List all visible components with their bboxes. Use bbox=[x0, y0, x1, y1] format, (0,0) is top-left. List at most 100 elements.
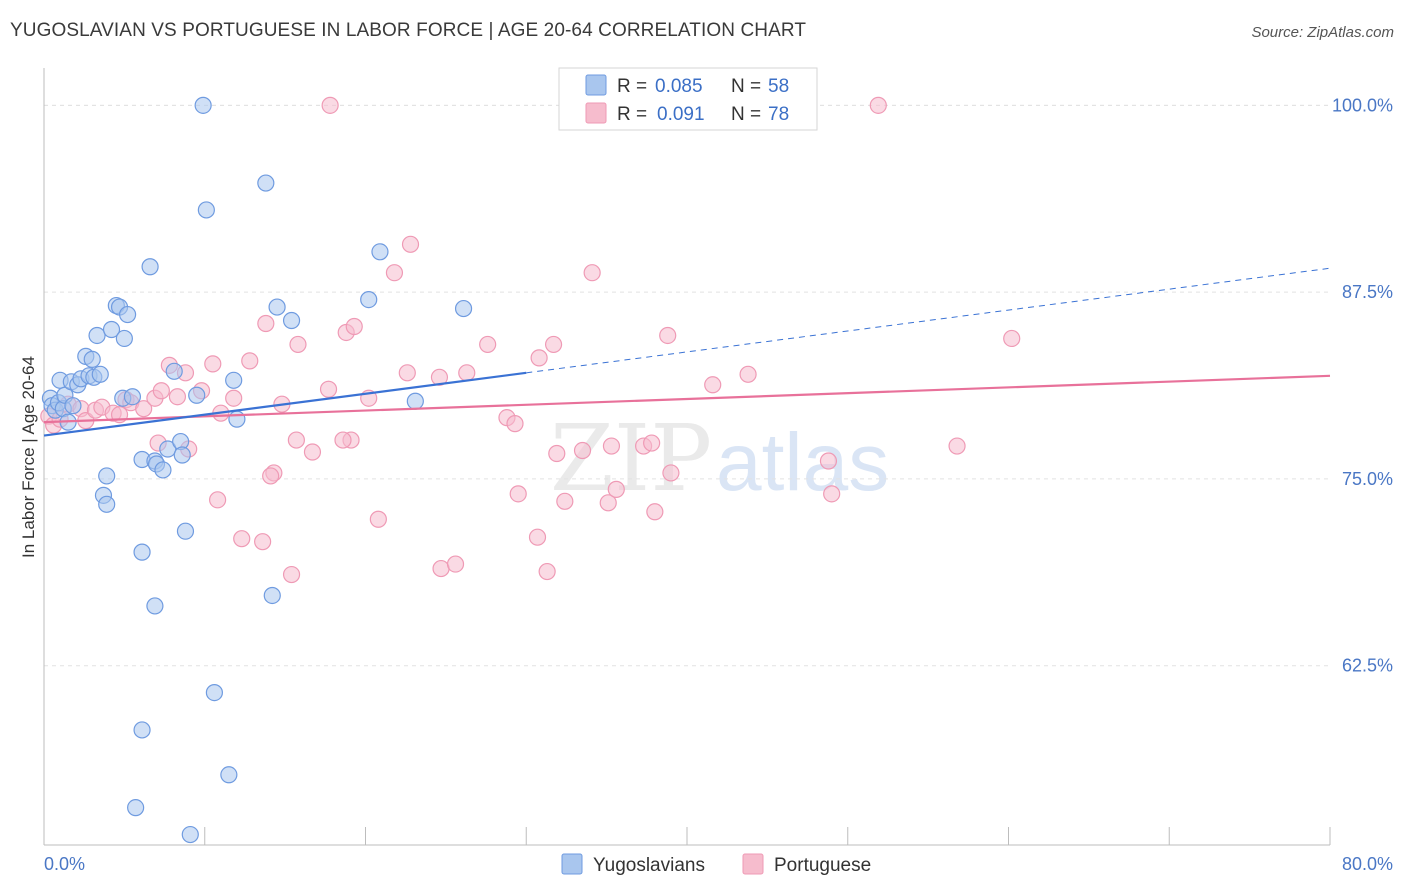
legend-n-label-2: N = bbox=[731, 104, 761, 125]
portuguese-point bbox=[458, 364, 476, 382]
bottom-legend: Yugoslavians Portuguese bbox=[561, 853, 871, 876]
yugoslavian-point bbox=[406, 392, 424, 410]
portuguese-point bbox=[819, 452, 838, 470]
legend-r-value-2: 0.091 bbox=[657, 104, 705, 125]
portuguese-point bbox=[528, 528, 547, 546]
portuguese-point bbox=[530, 349, 548, 367]
portuguese-point bbox=[303, 443, 322, 461]
yugoslavian-point bbox=[205, 683, 223, 702]
portuguese-point bbox=[345, 317, 363, 336]
yugoslavian-point bbox=[194, 96, 212, 114]
portuguese-point bbox=[168, 388, 187, 406]
bottom-legend-swatch-portuguese bbox=[742, 853, 764, 875]
portuguese-point bbox=[599, 494, 617, 512]
portuguese-point bbox=[401, 235, 420, 253]
portuguese-point bbox=[548, 444, 566, 463]
portuguese-point bbox=[823, 485, 841, 503]
yugoslavian-trend-line bbox=[43, 371, 527, 437]
bottom-legend-label-yugoslavians: Yugoslavians bbox=[593, 855, 705, 876]
portuguese-point bbox=[319, 380, 338, 398]
yugoslavian-point bbox=[127, 799, 145, 817]
yugoslavian-point bbox=[115, 329, 133, 348]
portuguese-point bbox=[602, 437, 621, 455]
yugoslavian-point bbox=[360, 291, 378, 309]
yugoslavian-point bbox=[188, 386, 206, 404]
yugoslavian-point bbox=[133, 721, 151, 739]
legend-swatch-portuguese bbox=[585, 102, 607, 124]
yugoslavian-point bbox=[118, 305, 137, 324]
portuguese-point bbox=[398, 364, 416, 382]
yugoslavian-point bbox=[98, 467, 116, 485]
portuguese-point bbox=[479, 335, 497, 354]
yugoslavian-point bbox=[83, 350, 101, 368]
legend-box: R = 0.085 N = 58 R = 0.091 N = 78 bbox=[558, 67, 818, 131]
legend-r-value-1: 0.085 bbox=[655, 76, 703, 97]
bottom-legend-swatch-yugoslavians bbox=[561, 853, 583, 875]
portuguese-point bbox=[287, 431, 305, 449]
yugoslavian-point bbox=[133, 543, 151, 561]
portuguese-point bbox=[607, 480, 625, 498]
yugoslavian-point bbox=[64, 397, 82, 415]
portuguese-point bbox=[289, 335, 307, 354]
yugoslavian-point bbox=[263, 586, 281, 605]
yugoslavian-point bbox=[228, 410, 246, 428]
portuguese-point bbox=[643, 434, 661, 452]
yugoslavian-point bbox=[154, 461, 172, 479]
watermark-zip: ZIP bbox=[550, 405, 712, 512]
yugoslavian-point bbox=[176, 522, 195, 540]
yugoslavian-point bbox=[454, 299, 473, 318]
portuguese-point bbox=[241, 352, 259, 370]
bottom-legend-label-portuguese: Portuguese bbox=[774, 855, 871, 876]
portuguese-point bbox=[646, 503, 664, 521]
portuguese-point bbox=[544, 335, 563, 354]
watermark-atlas: atlas bbox=[716, 417, 889, 508]
yugoslavian-point bbox=[220, 766, 238, 784]
portuguese-point bbox=[257, 314, 275, 333]
yugoslavian-point bbox=[102, 320, 121, 339]
legend-n-value-1: 58 bbox=[768, 76, 789, 97]
portuguese-point bbox=[506, 415, 524, 433]
portuguese-point bbox=[538, 562, 556, 581]
yugoslavian-trend-extension bbox=[526, 267, 1331, 374]
y-axis-label: In Labor Force | Age 20-64 bbox=[19, 356, 38, 558]
portuguese-point bbox=[385, 264, 404, 282]
yugoslavian-point bbox=[98, 495, 116, 513]
yugoslavian-point bbox=[141, 258, 159, 276]
portuguese-point bbox=[739, 365, 757, 383]
portuguese-point bbox=[573, 441, 592, 460]
portuguese-point bbox=[233, 530, 251, 548]
portuguese-point bbox=[432, 559, 450, 578]
portuguese-point bbox=[204, 355, 222, 373]
x-tick-label-max: 80.0% bbox=[1342, 854, 1393, 874]
portuguese-points bbox=[40, 96, 1021, 584]
portuguese-point bbox=[1003, 329, 1021, 348]
yugoslavian-point bbox=[282, 311, 301, 330]
y-tick-label: 87.5% bbox=[1342, 282, 1393, 302]
yugoslavian-point bbox=[371, 243, 389, 261]
yugoslavian-point bbox=[173, 446, 191, 464]
portuguese-point bbox=[446, 555, 465, 573]
portuguese-point bbox=[262, 467, 280, 485]
portuguese-point bbox=[254, 533, 272, 551]
portuguese-point bbox=[209, 491, 227, 509]
yugoslavian-point bbox=[146, 597, 164, 615]
y-tick-label: 100.0% bbox=[1332, 95, 1393, 115]
legend-swatch-yugoslavians bbox=[585, 74, 607, 96]
yugoslavian-point bbox=[268, 298, 286, 316]
portuguese-point bbox=[225, 389, 243, 407]
x-ticks bbox=[43, 827, 1331, 845]
portuguese-point bbox=[704, 376, 722, 394]
yugoslavian-point bbox=[257, 174, 275, 192]
portuguese-point bbox=[282, 565, 301, 584]
y-tick-label: 75.0% bbox=[1342, 469, 1393, 489]
portuguese-point bbox=[321, 96, 339, 114]
yugoslavian-point bbox=[181, 825, 199, 844]
legend-r-label-2: R = bbox=[617, 104, 647, 125]
yugoslavian-point bbox=[197, 201, 215, 219]
source-label: Source: ZipAtlas.com bbox=[1251, 24, 1394, 41]
portuguese-point bbox=[948, 437, 966, 455]
chart-title: YUGOSLAVIAN VS PORTUGUESE IN LABOR FORCE… bbox=[10, 20, 807, 41]
portuguese-point bbox=[334, 431, 352, 449]
y-tick-labels: 62.5% 75.0% 87.5% 100.0% bbox=[1332, 95, 1393, 675]
